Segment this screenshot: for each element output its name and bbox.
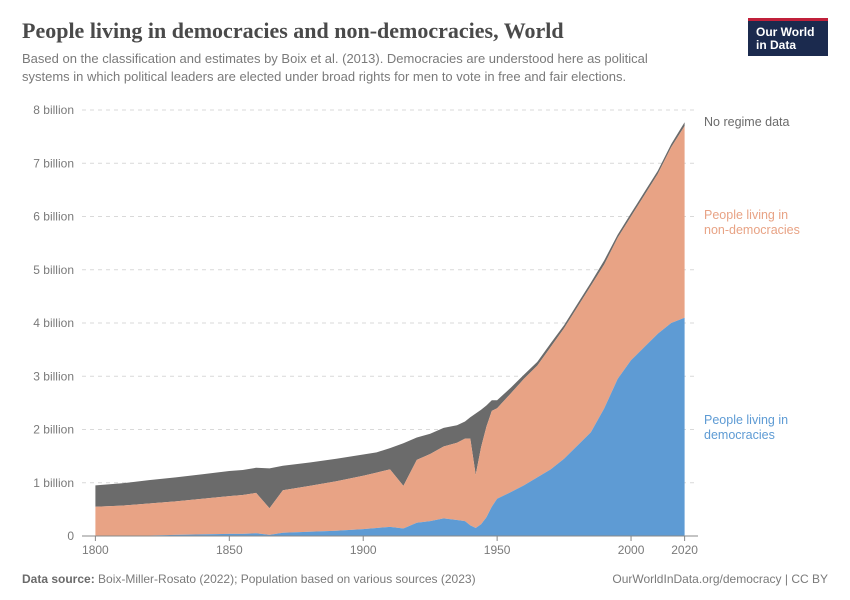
- chart-footer: Data source: Boix-Miller-Rosato (2022); …: [22, 572, 828, 586]
- svg-text:1950: 1950: [484, 543, 511, 557]
- logo-line2: in Data: [756, 38, 796, 52]
- owid-logo: Our World in Data: [748, 18, 828, 56]
- svg-text:1850: 1850: [216, 543, 243, 557]
- label-nondemocracy: non-democracies: [704, 223, 800, 237]
- svg-text:3 billion: 3 billion: [33, 370, 74, 384]
- data-source-prefix: Data source:: [22, 572, 95, 586]
- svg-text:6 billion: 6 billion: [33, 210, 74, 224]
- svg-text:5 billion: 5 billion: [33, 263, 74, 277]
- svg-text:2000: 2000: [618, 543, 645, 557]
- credit-text: OurWorldInData.org/democracy | CC BY: [612, 572, 828, 586]
- svg-text:1 billion: 1 billion: [33, 476, 74, 490]
- label-democracy: democracies: [704, 428, 775, 442]
- svg-text:7 billion: 7 billion: [33, 157, 74, 171]
- svg-text:4 billion: 4 billion: [33, 316, 74, 330]
- label-noregime: No regime data: [704, 116, 790, 130]
- logo-line1: Our World: [756, 25, 814, 39]
- svg-text:0: 0: [67, 529, 74, 543]
- label-nondemocracy: People living in: [704, 208, 788, 222]
- svg-text:2020: 2020: [671, 543, 698, 557]
- data-source: Data source: Boix-Miller-Rosato (2022); …: [22, 572, 476, 586]
- label-democracy: People living in: [704, 413, 788, 427]
- stacked-area-svg: 0 1 billion 2 billion 3 billion 4 billion 5 b…: [22, 104, 828, 564]
- chart-title: People living in democracies and non-dem…: [22, 18, 828, 44]
- chart-area: 0 1 billion 2 billion 3 billion 4 billion 5 b…: [22, 104, 828, 564]
- svg-text:1900: 1900: [350, 543, 377, 557]
- svg-text:2 billion: 2 billion: [33, 423, 74, 437]
- chart-header: Our World in Data People living in democ…: [22, 18, 828, 86]
- svg-text:1800: 1800: [82, 543, 109, 557]
- data-source-text: Boix-Miller-Rosato (2022); Population ba…: [98, 572, 476, 586]
- chart-subtitle: Based on the classification and estimate…: [22, 50, 662, 86]
- svg-text:8 billion: 8 billion: [33, 104, 74, 117]
